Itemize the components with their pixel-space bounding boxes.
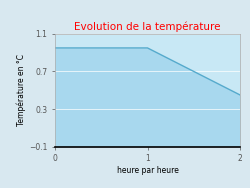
Y-axis label: Température en °C: Température en °C xyxy=(17,54,26,126)
Title: Evolution de la température: Evolution de la température xyxy=(74,21,221,32)
X-axis label: heure par heure: heure par heure xyxy=(116,166,178,175)
